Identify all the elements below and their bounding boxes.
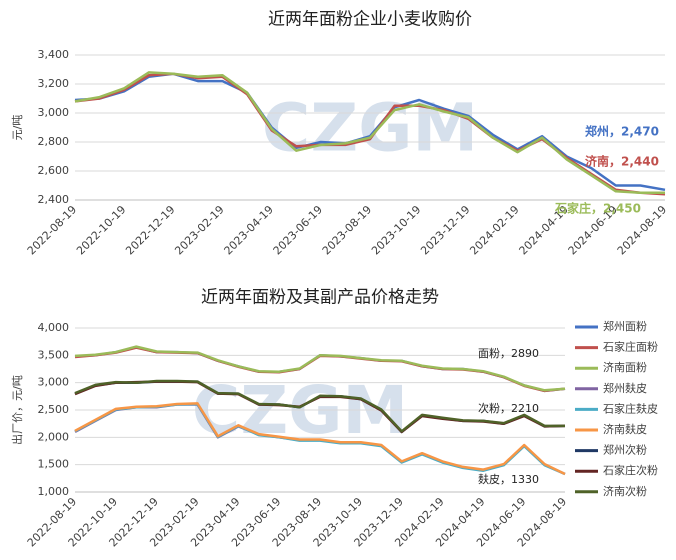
chart-title: 近两年面粉企业小麦收购价 [268,10,472,30]
y-tick-label: 3,400 [38,48,70,61]
series-line [74,71,665,195]
y-tick-label: 2,600 [38,164,70,177]
x-tick-label: 2023-02-19 [172,203,226,257]
annotation: 郑州，2,470 [585,124,659,139]
y-tick-label: 4,000 [38,321,70,334]
x-tick-label: 2023-04-19 [222,203,276,257]
x-tick-label: 2023-08-19 [320,203,374,257]
y-tick-label: 3,000 [38,106,70,119]
legend-label: 济南面粉 [603,360,647,374]
watermark: CZGM [262,90,478,167]
y-tick-label: 3,200 [38,77,70,90]
y-tick-label: 2,800 [38,135,70,148]
y-tick-label: 3,000 [38,376,70,389]
annotation: 次粉，2210 [478,401,539,415]
legend-label: 郑州面粉 [603,319,647,333]
series-line [74,402,566,476]
legend-label: 济南麸皮 [603,422,647,436]
y-tick-label: 3,500 [38,348,70,361]
y-tick-label: 1,000 [38,485,70,498]
legend-label: 郑州次粉 [603,443,647,457]
y-tick-label: 2,000 [38,430,70,443]
annotation: 济南，2,440 [585,154,659,169]
annotation: 面粉，2890 [478,347,539,360]
y-axis-label: 元/吨 [11,115,24,141]
legend-label: 济南次粉 [603,484,647,498]
legend-label: 郑州麸皮 [603,381,647,395]
y-tick-label: 2,500 [38,403,70,416]
x-tick-label: 2022-10-19 [74,203,128,257]
x-tick-label: 2023-10-19 [369,203,423,257]
x-tick-label: 2024-02-19 [467,203,521,257]
x-tick-label: 2023-12-19 [418,203,472,257]
y-axis-label: 出厂价，元/吨 [10,375,24,445]
legend-label: 石家庄次粉 [603,463,658,477]
chart-title: 近两年面粉及其副产品价格走势 [201,288,439,308]
series-line [74,379,565,433]
series-line [74,345,566,392]
watermark: CZGM [192,372,408,449]
y-tick-label: 2,400 [38,193,70,206]
annotation: 麸皮，1330 [478,473,539,486]
x-tick-label: 2023-06-19 [271,203,325,257]
legend-label: 石家庄面粉 [603,340,658,354]
x-tick-label: 2022-12-19 [123,203,177,257]
y-tick-label: 1,500 [38,458,70,471]
x-tick-label: 2022-08-19 [25,203,79,257]
annotation: 石家庄，2,450 [554,201,641,216]
legend-label: 石家庄麸皮 [603,401,658,415]
